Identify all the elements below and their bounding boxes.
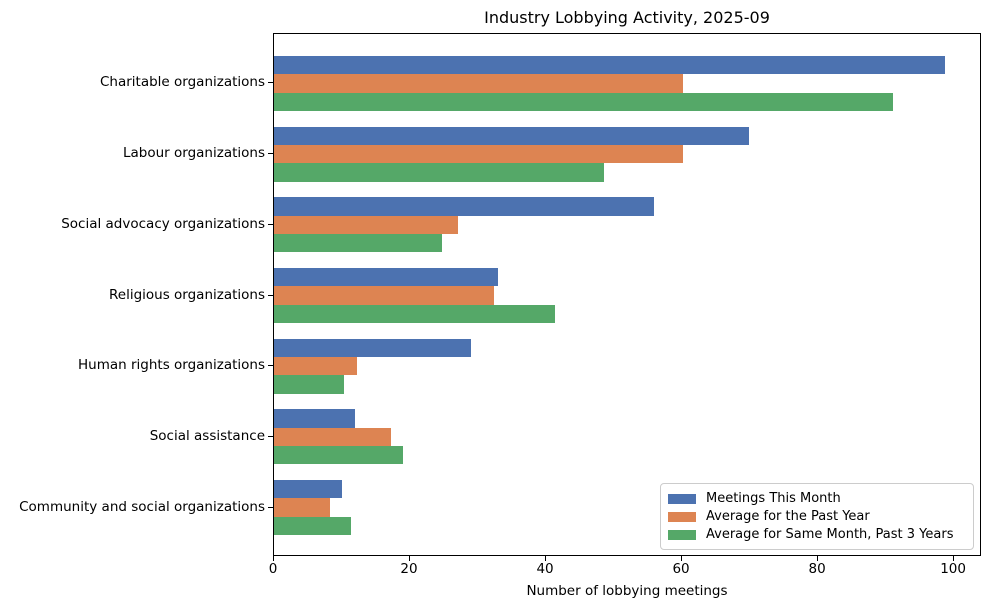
bar	[274, 338, 471, 357]
bar	[274, 74, 683, 93]
y-tick-mark	[268, 223, 273, 225]
bar	[274, 92, 894, 112]
bar	[274, 375, 344, 394]
bar	[274, 215, 459, 234]
bar	[274, 144, 683, 164]
bar	[274, 126, 749, 145]
x-tick-mark	[681, 556, 683, 561]
bar	[274, 446, 403, 465]
category-label: Labour organizations	[123, 145, 265, 162]
y-tick-mark	[268, 294, 273, 296]
x-tick-mark	[953, 556, 955, 561]
x-tick-label: 0	[268, 561, 278, 577]
bar	[274, 163, 605, 182]
bar	[274, 286, 495, 305]
legend-label: Average for the Past Year	[706, 509, 870, 524]
chart-title: Industry Lobbying Activity, 2025-09	[484, 8, 770, 27]
bar	[274, 427, 391, 447]
y-tick-mark	[268, 506, 273, 508]
x-tick-mark	[545, 556, 547, 561]
category-label: Social assistance	[149, 427, 265, 444]
plot-area	[273, 33, 981, 556]
category-label: Religious organizations	[108, 286, 265, 303]
legend-swatch	[668, 529, 696, 540]
bar	[274, 267, 498, 287]
x-tick-label: 80	[808, 561, 826, 577]
category-label: Social advocacy organizations	[61, 215, 265, 232]
bar	[274, 55, 946, 75]
legend-item: Meetings This Month	[668, 490, 965, 507]
legend-label: Meetings This Month	[706, 491, 841, 506]
y-tick-mark	[268, 435, 273, 437]
legend-item: Average for Same Month, Past 3 Years	[668, 526, 965, 543]
bar	[274, 409, 356, 428]
category-label: Human rights organizations	[78, 357, 265, 374]
legend-label: Average for Same Month, Past 3 Years	[706, 527, 954, 542]
bar	[274, 234, 442, 253]
legend-item: Average for the Past Year	[668, 508, 965, 525]
legend-swatch	[668, 511, 696, 522]
y-tick-mark	[268, 365, 273, 367]
bar	[274, 304, 556, 324]
x-tick-mark	[409, 556, 411, 561]
bar	[274, 498, 330, 517]
x-tick-label: 60	[672, 561, 690, 577]
category-label: Community and social organizations	[19, 498, 265, 515]
x-tick-mark	[817, 556, 819, 561]
x-axis-title: Number of lobbying meetings	[526, 583, 728, 599]
legend: Meetings This Month Average for the Past…	[660, 483, 974, 550]
y-tick-mark	[268, 82, 273, 84]
bar	[274, 197, 654, 216]
category-label: Charitable organizations	[99, 74, 265, 91]
bar	[274, 516, 351, 536]
legend-swatch	[668, 493, 696, 504]
x-tick-label: 100	[940, 561, 966, 577]
x-tick-label: 40	[536, 561, 554, 577]
y-tick-mark	[268, 153, 273, 155]
x-tick-mark	[273, 556, 274, 561]
x-tick-label: 20	[400, 561, 418, 577]
bar	[274, 356, 358, 376]
bar	[274, 479, 342, 499]
